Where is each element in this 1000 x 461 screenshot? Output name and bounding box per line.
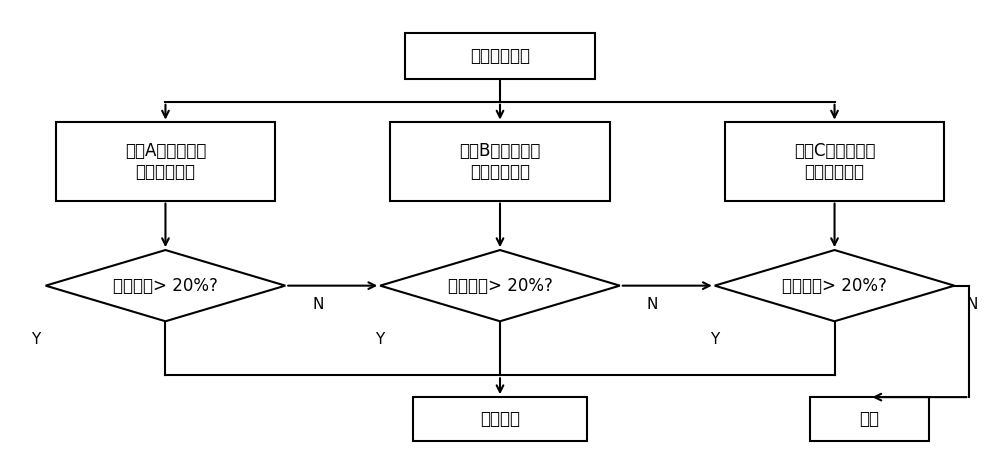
Text: 相对温升> 20%?: 相对温升> 20%? (782, 277, 887, 295)
Polygon shape (380, 250, 620, 321)
Text: N: N (967, 296, 978, 312)
Text: N: N (312, 296, 323, 312)
Polygon shape (46, 250, 285, 321)
FancyBboxPatch shape (725, 123, 944, 201)
Text: 相对温升> 20%?: 相对温升> 20%? (113, 277, 218, 295)
Text: 计算C相接头与导
体的相对温升: 计算C相接头与导 体的相对温升 (794, 142, 875, 181)
Text: 计算B相接头与导
体的相对温升: 计算B相接头与导 体的相对温升 (459, 142, 541, 181)
FancyBboxPatch shape (390, 123, 610, 201)
Text: N: N (647, 296, 658, 312)
FancyBboxPatch shape (405, 33, 595, 79)
Text: 相对温升> 20%?: 相对温升> 20%? (448, 277, 552, 295)
FancyBboxPatch shape (56, 123, 275, 201)
Polygon shape (715, 250, 954, 321)
Text: Y: Y (376, 332, 385, 347)
FancyBboxPatch shape (413, 397, 587, 441)
Text: 读取测温结果: 读取测温结果 (470, 47, 530, 65)
Text: 过热故障: 过热故障 (480, 410, 520, 428)
Text: 计算A相接头与导
体的相对温升: 计算A相接头与导 体的相对温升 (125, 142, 206, 181)
FancyBboxPatch shape (810, 397, 929, 441)
Text: 正常: 正常 (859, 410, 879, 428)
Text: Y: Y (710, 332, 719, 347)
Text: Y: Y (31, 332, 40, 347)
